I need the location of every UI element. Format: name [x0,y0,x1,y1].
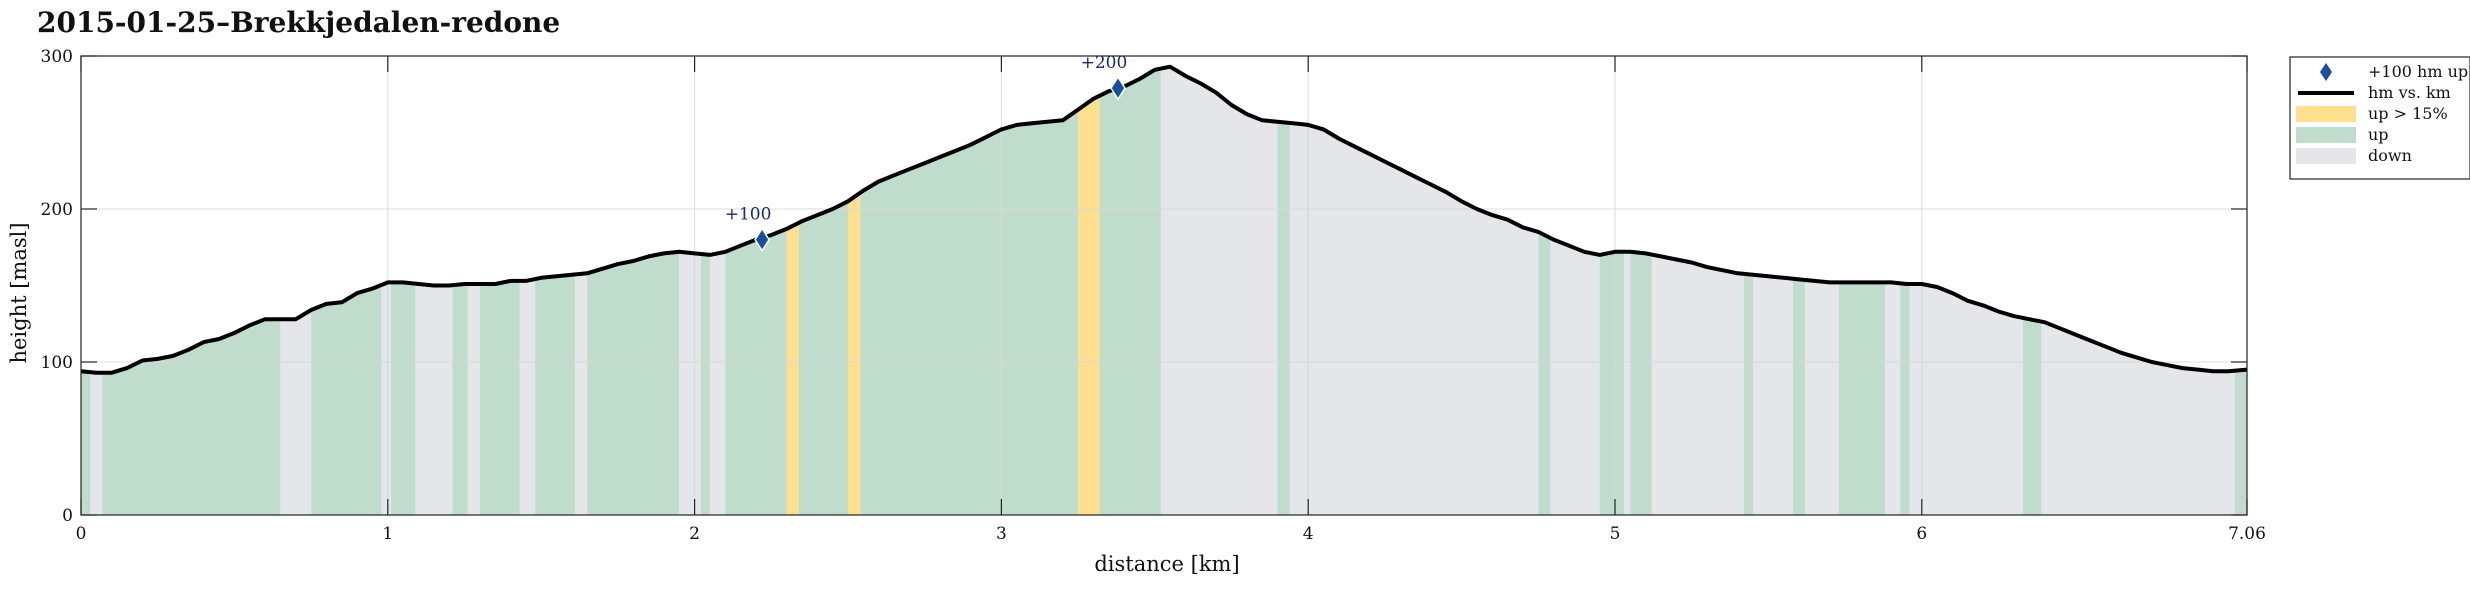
x-tick-label: 7.06 [2228,524,2266,544]
plot-frame [80,55,2248,516]
x-tick-label: 6 [1916,524,1927,544]
profile-line-layer [80,64,2248,375]
axes-frame [80,55,2248,516]
x-tick-label: 3 [996,524,1007,544]
y-tick-label: 0 [62,506,73,526]
band-down [1160,56,1278,515]
y-tick-label: 200 [41,200,73,220]
plus-100hm-marker [754,227,770,252]
x-tick-label: 4 [1303,524,1314,544]
band-down [381,56,391,515]
chart-title: 2015-01-25–Brekkjedalen-redone [37,6,560,39]
y-axis-label: height [masl] [7,222,31,363]
legend-label: +100 hm up [2368,62,2468,81]
legend-label: hm vs. km [2368,83,2451,102]
legend-label: up [2368,125,2389,144]
band-down [1624,56,1631,515]
legend-patch-swatch [2296,148,2356,164]
x-tick-label: 0 [76,524,87,544]
legend-patch-swatch [2296,106,2356,122]
y-tick-label: 100 [41,353,73,373]
band-up [1277,56,1290,515]
band-up [700,56,710,515]
x-tick-label: 5 [1610,524,1621,544]
axis-ticks: 0 1 2 3 4 5 6 7.06 0 100 200 300 [41,47,2266,544]
legend-label: down [2368,146,2412,165]
profile-line [80,64,2248,375]
x-axis-label: distance [km] [1094,552,1239,576]
legend: +100 hm up hm vs. km up > 15% up down [2289,56,2470,180]
legend-label: up > 15% [2368,104,2448,123]
legend-patch-swatch [2296,127,2356,143]
x-tick-label: 2 [689,524,700,544]
band-up [1099,56,1161,515]
above-profile-area [81,56,2247,373]
band-steep [1078,56,1100,515]
plus-100hm-marker [1110,75,1126,101]
marker-label: +100 [725,205,772,225]
marker-label: +200 [1081,53,1128,73]
band-up [1743,56,1754,515]
legend-marker-swatch [2320,63,2332,81]
y-tick-label: 300 [41,47,73,67]
annotation-markers: +100 +200 [725,53,1128,252]
x-tick-label: 1 [382,524,393,544]
